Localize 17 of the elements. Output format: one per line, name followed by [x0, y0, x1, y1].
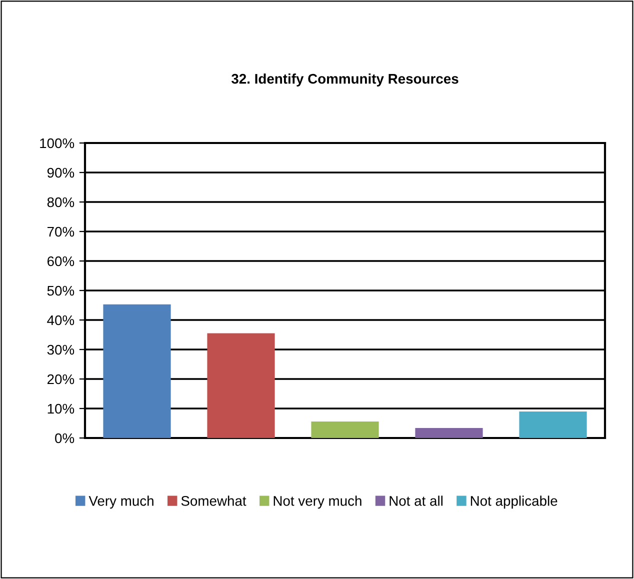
- legend-label: Very much: [88, 496, 154, 509]
- y-tick-label: 70%: [48, 226, 74, 237]
- y-tick-label: 80%: [47, 197, 74, 208]
- y-tick-label: 0%: [55, 433, 74, 444]
- chart-title: 32. Identify Community Resources: [231, 74, 458, 86]
- legend-label: Not applicable: [470, 496, 558, 509]
- legend-label: Not at all: [390, 496, 442, 506]
- legend-label: Not very much: [274, 496, 362, 509]
- y-tick-label: 40%: [47, 315, 74, 326]
- y-tick-label: 60%: [47, 256, 74, 266]
- legend-label: Somewhat: [181, 496, 246, 506]
- y-tick-label: 50%: [47, 286, 74, 296]
- y-tick-label: 30%: [47, 344, 74, 355]
- y-tick-label: 20%: [47, 374, 74, 384]
- y-tick-label: 100%: [40, 138, 74, 148]
- y-tick-label: 10%: [48, 404, 74, 414]
- y-tick-label: 90%: [47, 168, 74, 178]
